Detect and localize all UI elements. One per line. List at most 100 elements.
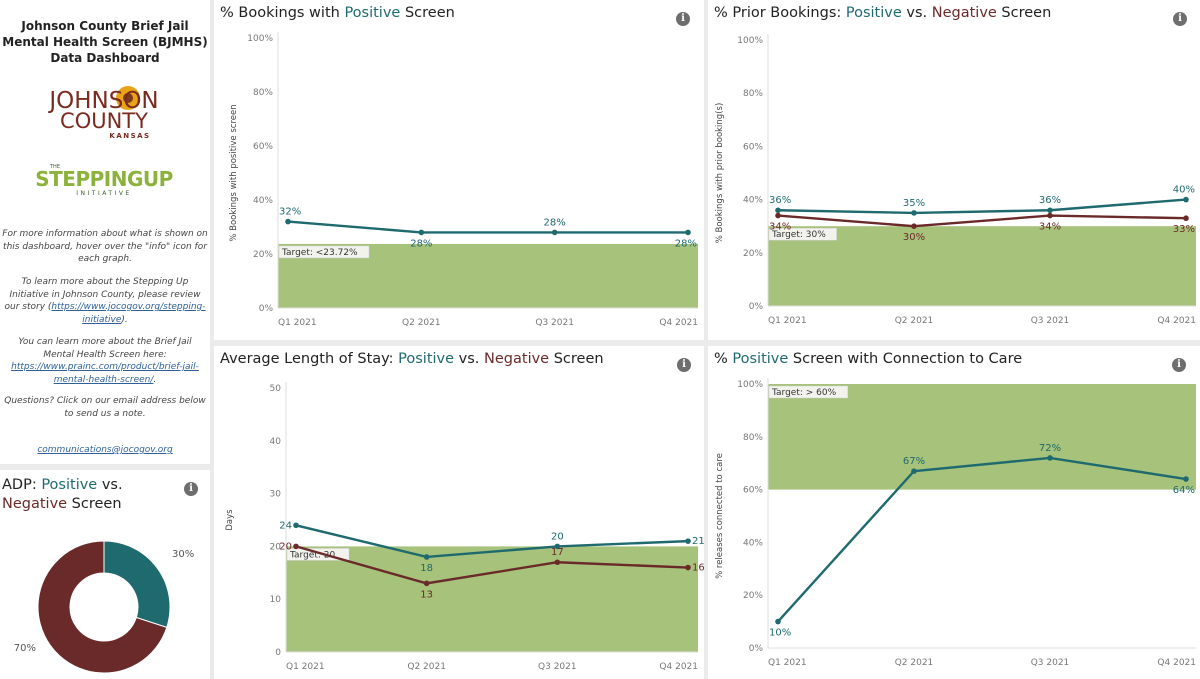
- data-point-positive: [423, 554, 430, 560]
- data-point-positive: [551, 229, 558, 236]
- data-label-positive: 35%: [903, 198, 925, 209]
- data-point-positive: [1183, 196, 1189, 203]
- y-axis-title: % releases connected to care: [715, 453, 725, 579]
- stepping-up-note-text: To learn more about the Stepping Up Init…: [4, 277, 201, 312]
- stepping-up-note: To learn more about the Stepping Up Init…: [0, 276, 210, 326]
- donut-slice-negative: [37, 540, 168, 674]
- adp-title-end: Screen: [67, 496, 122, 512]
- title-positive: Positive: [732, 351, 789, 367]
- data-point-positive: [911, 468, 917, 474]
- los-info-icon[interactable]: i: [677, 358, 691, 372]
- bjmhs-note: You can learn more about the Brief Jail …: [0, 336, 210, 386]
- x-tick-label: Q2 2021: [895, 316, 934, 326]
- data-label-positive: 32%: [279, 207, 301, 218]
- y-tick-label: 40%: [743, 538, 763, 548]
- data-point-negative: [911, 223, 917, 229]
- x-tick-label: Q1 2021: [768, 316, 807, 326]
- prior-info-icon[interactable]: i: [1173, 12, 1187, 26]
- data-label-positive: 28%: [544, 217, 566, 228]
- data-point-negative: [1183, 215, 1189, 222]
- donut-slice-positive: [103, 540, 171, 629]
- title-positive: Positive: [344, 5, 401, 21]
- target-label-box: [278, 245, 370, 259]
- target-label-text: Target: <23.72%: [281, 248, 358, 258]
- y-tick-label: 20%: [743, 591, 763, 601]
- data-point-negative: [685, 564, 691, 571]
- care-panel: % Positive Screen with Connection to Car…: [708, 346, 1200, 679]
- target-label-text: Target: 20: [289, 550, 335, 560]
- title-text: % Bookings with: [220, 5, 345, 21]
- series-line-negative: [777, 214, 1187, 228]
- logo-kansas-word: KANSAS: [109, 132, 150, 140]
- y-tick-label: 40%: [743, 196, 763, 206]
- data-label-negative: 33%: [1173, 224, 1195, 235]
- target-band: [768, 384, 1196, 490]
- los-panel: Average Length of Stay: Positive vs. Neg…: [214, 346, 704, 679]
- data-label-negative: 17: [551, 547, 564, 558]
- y-tick-label: 40: [270, 437, 282, 447]
- x-tick-label: Q2 2021: [407, 662, 446, 672]
- title-positive: Positive: [845, 5, 902, 21]
- data-label-positive: 72%: [1039, 443, 1061, 454]
- care-info-icon[interactable]: i: [1172, 358, 1186, 372]
- email-link[interactable]: communications@jocogov.org: [37, 445, 173, 455]
- y-tick-label: 0%: [259, 304, 274, 314]
- data-label-positive: 36%: [769, 195, 791, 206]
- title-text: Screen: [400, 5, 455, 21]
- target-label: Target: <23.72%: [278, 245, 370, 259]
- data-label-positive: 28%: [675, 238, 697, 249]
- info-note: For more information about what is shown…: [2, 229, 208, 264]
- stepping-up-link[interactable]: https://www.jocogov.org/stepping-initiat…: [51, 302, 206, 325]
- x-tick-label: Q1 2021: [768, 658, 807, 668]
- sidebar-panel: Johnson County Brief Jail Mental Health …: [0, 0, 210, 464]
- care-title: % Positive Screen with Connection to Car…: [714, 351, 1022, 367]
- data-label-negative: 34%: [769, 222, 791, 233]
- target-label-text: Target: 30%: [771, 230, 826, 240]
- data-label-positive: 10%: [769, 628, 791, 639]
- logo-stepping-sub: INITIATIVE: [76, 190, 131, 197]
- title-text: Average Length of Stay:: [220, 351, 399, 367]
- data-label-negative: 34%: [1039, 222, 1061, 233]
- x-tick-label: Q2 2021: [402, 318, 441, 328]
- bjmhs-note-text: You can learn more about the Brief Jail …: [18, 337, 192, 360]
- y-axis-title: % Bookings with positive screen: [229, 104, 239, 241]
- title-positive: Positive: [398, 351, 455, 367]
- data-point-positive: [1047, 207, 1053, 214]
- johnson-county-logo: JOHNSON COUNTY KANSAS: [47, 86, 159, 140]
- y-tick-label: 20: [270, 542, 282, 552]
- y-tick-label: 10: [270, 595, 282, 605]
- title-text: % Prior Bookings:: [714, 5, 846, 21]
- y-axis-title: % Bookings with prior booking(s): [715, 103, 725, 244]
- data-point-positive: [685, 229, 691, 236]
- y-tick-label: 100%: [737, 36, 763, 46]
- target-band: [768, 226, 1196, 306]
- series-line-positive: [295, 524, 689, 559]
- title-text: vs.: [901, 5, 932, 21]
- bookings-info-icon[interactable]: i: [676, 12, 690, 26]
- data-label-negative: 13: [420, 589, 433, 600]
- data-point-negative: [1047, 212, 1053, 219]
- data-label-positive: 28%: [410, 238, 432, 249]
- x-tick-label: Q3 2021: [1031, 316, 1070, 326]
- data-point-positive: [1183, 476, 1189, 482]
- data-point-positive: [1047, 455, 1053, 461]
- bookings-chart: Target: <23.72% 0% 20% 40% 60% 80% 100% % Booki…: [229, 32, 698, 328]
- donut-label-negative: 70%: [14, 643, 36, 654]
- bookings-panel: % Bookings with Positive Screen i Target…: [214, 0, 704, 340]
- data-label-negative: 30%: [903, 232, 925, 243]
- y-tick-label: 40%: [253, 196, 273, 206]
- bjmhs-link[interactable]: https://www.prainc.com/product/brief-jai…: [11, 362, 199, 385]
- series-line-positive: [287, 220, 688, 234]
- title-text: vs.: [454, 351, 485, 367]
- title-negative: Negative: [484, 351, 550, 367]
- adp-title: ADP: Positive vs. Negative Screen: [2, 476, 162, 514]
- adp-donut-chart: 30% 70%: [14, 540, 194, 674]
- data-point-positive: [418, 229, 425, 236]
- logo-stepping-main: STEPPINGUP: [35, 167, 173, 191]
- y-tick-label: 100%: [247, 34, 273, 44]
- logo-county-word: COUNTY: [60, 109, 148, 133]
- stepping-up-note-end: ).: [121, 314, 128, 325]
- adp-info-icon[interactable]: i: [184, 482, 198, 496]
- adp-panel: ADP: Positive vs. Negative Screen i 30% 7…: [0, 470, 210, 679]
- data-label-positive: 40%: [1173, 185, 1195, 196]
